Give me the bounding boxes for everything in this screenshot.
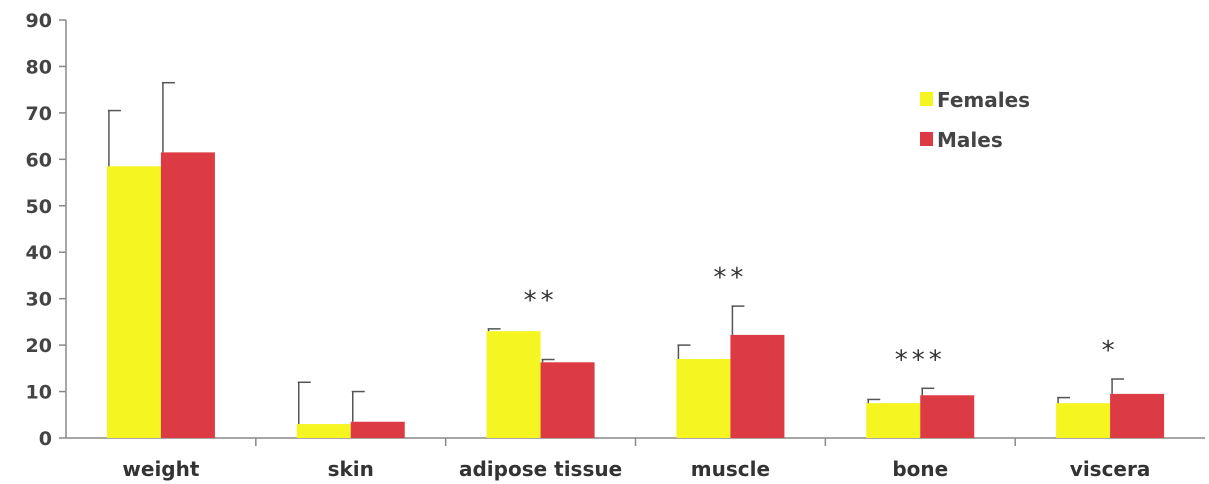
- y-tick-label: 30: [26, 289, 52, 311]
- y-tick-label: 40: [26, 242, 52, 264]
- x-tick-label: bone: [892, 457, 948, 481]
- significance-marker: **: [713, 263, 747, 293]
- legend-swatch: [920, 132, 933, 146]
- significance-marker: ***: [895, 345, 946, 375]
- axes: 0 10 20 30 40 50 60 70 80 90: [26, 10, 1205, 450]
- x-tick-label: skin: [328, 457, 374, 481]
- bar-females-viscera: [1056, 403, 1111, 438]
- y-tick-label: 90: [26, 10, 52, 32]
- bar-females-weight: [106, 166, 161, 439]
- bar-males-weight: [160, 152, 215, 438]
- y-tick-label: 60: [26, 149, 52, 171]
- bar-females-adipose-tissue: [486, 331, 541, 438]
- legend-swatch: [920, 92, 933, 106]
- x-tick-label: adipose tissue: [459, 457, 622, 481]
- x-tick-label: weight: [122, 457, 199, 481]
- labels: weight skin adipose tissue**muscle**bone**…: [122, 263, 1150, 481]
- significance-marker: *: [1102, 336, 1119, 366]
- y-tick-label: 50: [26, 196, 52, 218]
- legend-label: Males: [937, 128, 1003, 152]
- x-tick-label: viscera: [1070, 457, 1151, 481]
- y-tick-label: 80: [26, 56, 52, 78]
- bar-males-bone: [920, 395, 975, 438]
- bar-males-skin: [350, 421, 405, 438]
- bar-males-viscera: [1110, 393, 1165, 438]
- y-tick-label: 10: [26, 382, 52, 404]
- bar-females-muscle: [676, 359, 731, 438]
- legend-label: Females: [937, 88, 1030, 112]
- y-tick-label: 20: [26, 335, 52, 357]
- bar-females-bone: [866, 403, 921, 438]
- x-tick-label: muscle: [691, 457, 770, 481]
- y-tick-label: 0: [39, 428, 52, 450]
- bars: [106, 81, 1165, 439]
- y-tick-label: 70: [26, 103, 52, 125]
- bar-males-muscle: [730, 334, 785, 438]
- significance-marker: **: [524, 286, 558, 316]
- bar-males-adipose-tissue: [540, 362, 595, 438]
- legend: Females Males: [920, 88, 1030, 152]
- bar-females-skin: [296, 424, 351, 438]
